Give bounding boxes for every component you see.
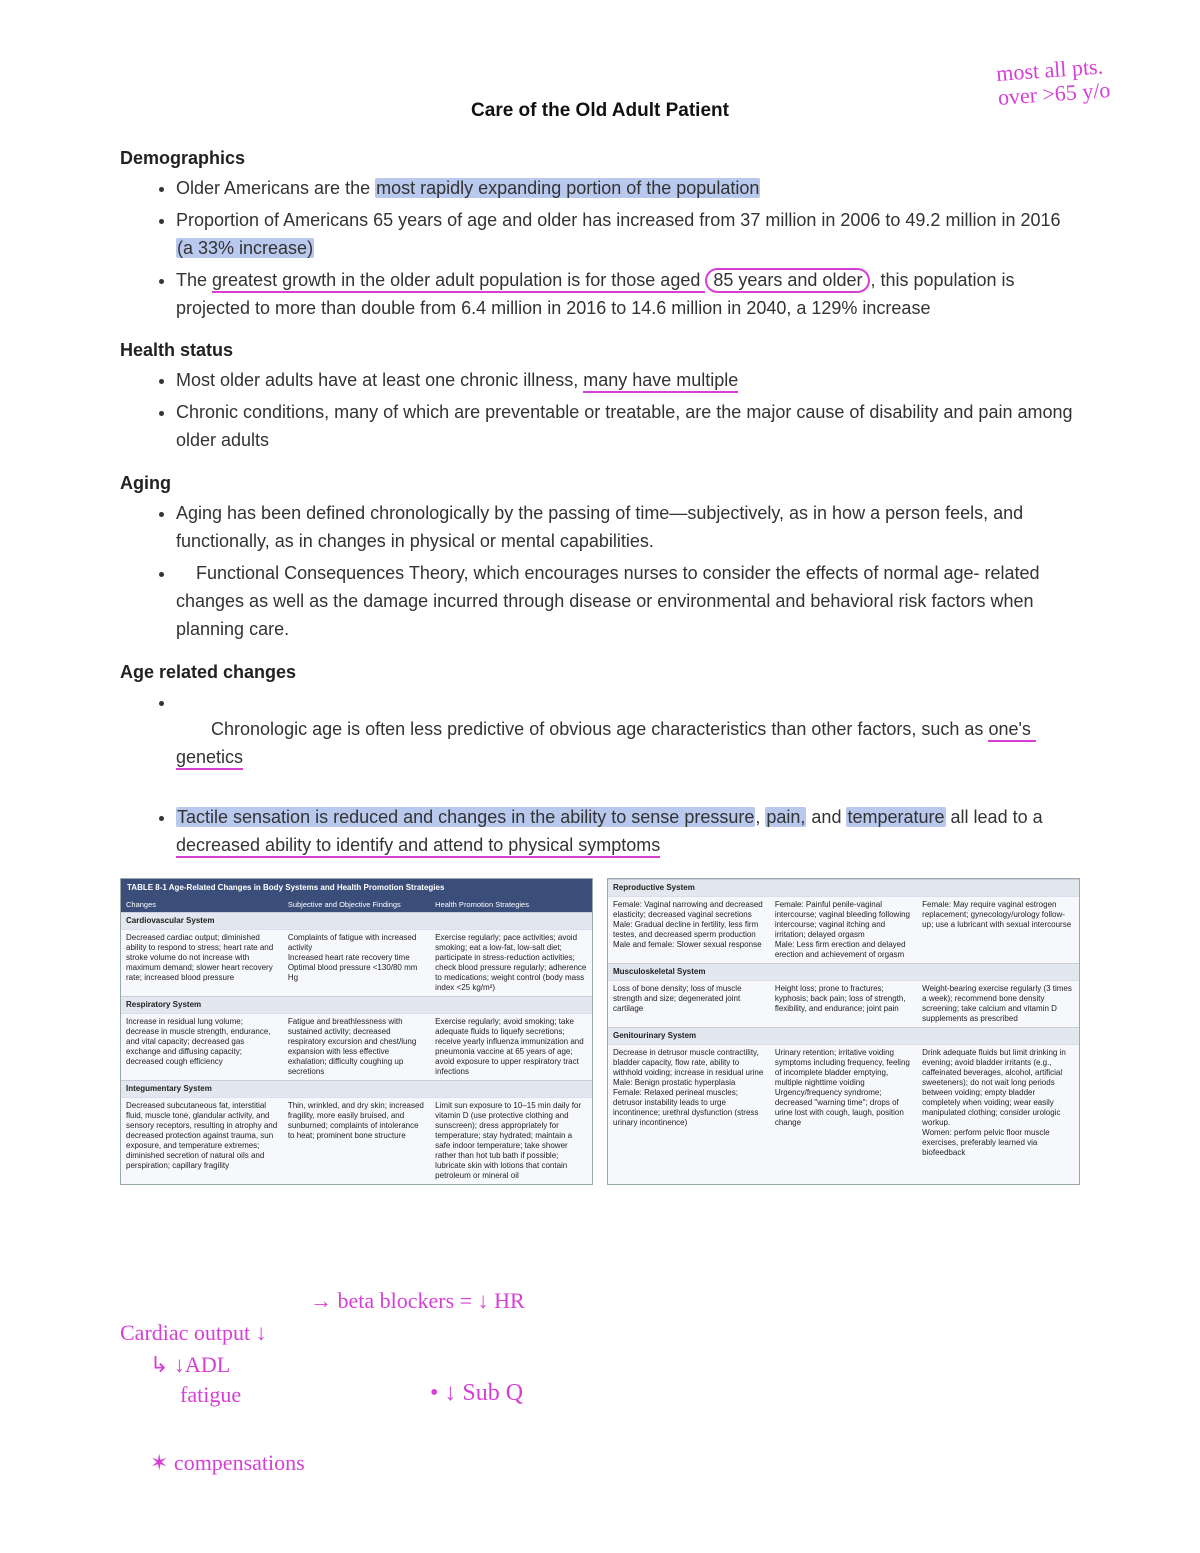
table-row: Female: Vaginal narrowing and decreased …	[608, 896, 1079, 963]
changes-bullet-1: Chronologic age is often less predictive…	[176, 689, 1080, 801]
text: Most older adults have at least one chro…	[176, 370, 583, 390]
table-title: TABLE 8-1 Age-Related Changes in Body Sy…	[121, 879, 592, 897]
list-aging: Aging has been defined chronologically b…	[120, 500, 1080, 643]
text: Chronologic age is often less predictive…	[196, 719, 988, 739]
table-cell: Increase in residual lung volume; decrea…	[121, 1014, 283, 1080]
health-bullet-2: Chronic conditions, many of which are pr…	[176, 399, 1080, 455]
table-system-head: Respiratory System	[121, 996, 592, 1013]
page-title: Care of the Old Adult Patient	[120, 100, 1080, 122]
table-cell: Weight-bearing exercise regularly (3 tim…	[917, 981, 1079, 1027]
table-row: Decrease in detrusor muscle contractilit…	[608, 1044, 1079, 1161]
table-cell: Drink adequate fluids but limit drinking…	[917, 1045, 1079, 1161]
tables-row: TABLE 8-1 Age-Related Changes in Body Sy…	[120, 878, 1080, 1185]
table-cell: Fatigue and breathlessness with sustaine…	[283, 1014, 430, 1080]
table-system-head: Integumentary System	[121, 1080, 592, 1097]
text: and	[806, 807, 846, 827]
text: all lead to a	[946, 807, 1043, 827]
handnote-fatigue: fatigue	[180, 1382, 241, 1408]
table-col-head: Health Promotion Strategies	[430, 897, 592, 912]
underline-text: many have multiple	[583, 370, 738, 393]
text: The	[176, 270, 212, 290]
circled-text: 85 years and older	[705, 268, 870, 293]
section-aging-head: Aging	[120, 473, 1080, 494]
health-bullet-1: Most older adults have at least one chro…	[176, 367, 1080, 395]
table-cell: Exercise regularly; avoid smoking; take …	[430, 1014, 592, 1080]
table-system-head: Cardiovascular System	[121, 912, 592, 929]
demo-bullet-3: The greatest growth in the older adult p…	[176, 267, 1080, 323]
underline-text: greatest growth in the older adult popul…	[212, 270, 705, 293]
demo-bullet-2: Proportion of Americans 65 years of age …	[176, 207, 1080, 263]
section-changes-head: Age related changes	[120, 662, 1080, 683]
table-cell: Loss of bone density; loss of muscle str…	[608, 981, 770, 1027]
section-demographics-head: Demographics	[120, 148, 1080, 169]
list-demographics: Older Americans are the most rapidly exp…	[120, 175, 1080, 322]
table-row: Increase in residual lung volume; decrea…	[121, 1013, 592, 1080]
highlight-text: temperature	[846, 807, 945, 827]
table-right: Reproductive SystemFemale: Vaginal narro…	[607, 878, 1080, 1185]
handnote-comp: ✶ compensations	[150, 1450, 305, 1476]
table-system-head: Genitourinary System	[608, 1027, 1079, 1044]
text: Older Americans are the	[176, 178, 375, 198]
highlight-text: (a 33% increase)	[176, 238, 314, 258]
table-cell: Decreased subcutaneous fat, interstitial…	[121, 1098, 283, 1184]
table-system-head: Musculoskeletal System	[608, 963, 1079, 980]
changes-bullet-2: Tactile sensation is reduced and changes…	[176, 804, 1080, 860]
table-cell: Female: Vaginal narrowing and decreased …	[608, 897, 770, 963]
table-system-head: Reproductive System	[608, 879, 1079, 896]
highlight-text: most rapidly expanding portion of the po…	[375, 178, 760, 198]
section-health-head: Health status	[120, 340, 1080, 361]
table-cell: Decrease in detrusor muscle contractilit…	[608, 1045, 770, 1161]
demo-bullet-1: Older Americans are the most rapidly exp…	[176, 175, 1080, 203]
text: ,	[755, 807, 765, 827]
list-health: Most older adults have at least one chro…	[120, 367, 1080, 455]
table-cell: Exercise regularly; pace activities; avo…	[430, 930, 592, 996]
table-col-head: Changes	[121, 897, 283, 912]
list-changes: Chronologic age is often less predictive…	[120, 689, 1080, 860]
table-cell: Decreased cardiac output; diminished abi…	[121, 930, 283, 996]
aging-bullet-1: Aging has been defined chronologically b…	[176, 500, 1080, 556]
table-header-row: ChangesSubjective and Objective Findings…	[121, 897, 592, 912]
highlight-text: pain,	[765, 807, 806, 827]
table-col-head: Subjective and Objective Findings	[283, 897, 430, 912]
table-row: Decreased cardiac output; diminished abi…	[121, 929, 592, 996]
text: Proportion of Americans 65 years of age …	[176, 210, 1061, 230]
underline-text: decreased ability to identify and attend…	[176, 835, 660, 858]
handnote-adl: ↳ ↓ADL	[150, 1352, 230, 1378]
handnote-beta: → beta blockers = ↓ HR	[310, 1288, 525, 1314]
handnote-subq: • ↓ Sub Q	[430, 1380, 523, 1407]
table-cell: Limit sun exposure to 10–15 min daily fo…	[430, 1098, 592, 1184]
aging-bullet-2: Functional Consequences Theory, which en…	[176, 560, 1080, 644]
table-cell: Female: Painful penile-vaginal intercour…	[770, 897, 917, 963]
table-left: TABLE 8-1 Age-Related Changes in Body Sy…	[120, 878, 593, 1185]
handnote-cardiac: Cardiac output ↓	[120, 1320, 267, 1346]
table-cell: Female: May require vaginal estrogen rep…	[917, 897, 1079, 963]
handnote-top-right: most all pts. over >65 y/o	[996, 54, 1112, 110]
table-cell: Urinary retention; irritative voiding sy…	[770, 1045, 917, 1161]
highlight-text: Tactile sensation is reduced and changes…	[176, 807, 755, 827]
table-cell: Complaints of fatigue with increased act…	[283, 930, 430, 996]
table-row: Decreased subcutaneous fat, interstitial…	[121, 1097, 592, 1184]
table-row: Loss of bone density; loss of muscle str…	[608, 980, 1079, 1027]
table-cell: Height loss; prone to fractures; kyphosi…	[770, 981, 917, 1027]
table-cell: Thin, wrinkled, and dry skin; increased …	[283, 1098, 430, 1184]
